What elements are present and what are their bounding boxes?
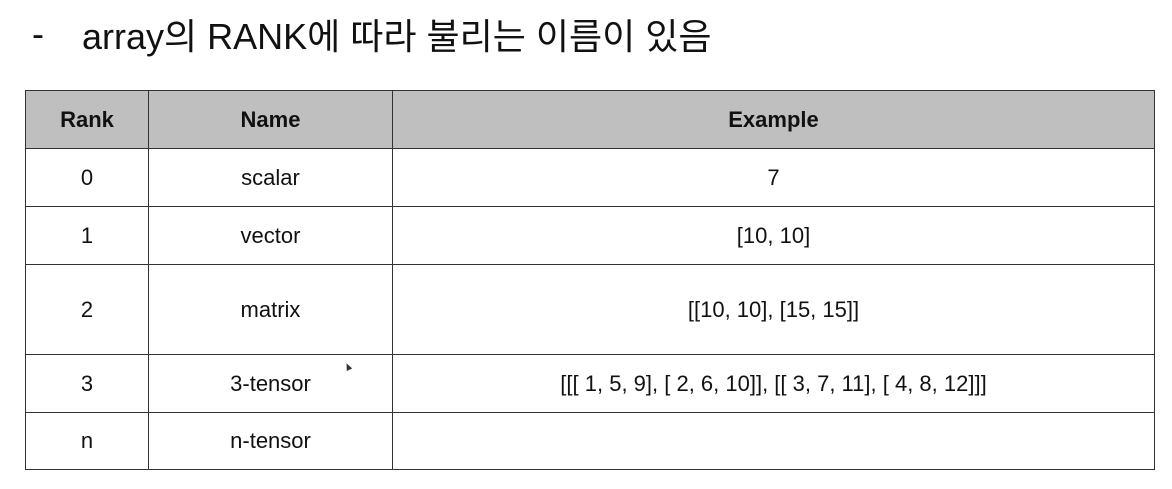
cell-rank: 2: [25, 264, 149, 355]
header-example: Example: [392, 90, 1155, 149]
cell-example: 7: [392, 148, 1155, 207]
cell-example: [10, 10]: [392, 206, 1155, 265]
table-row: 1 vector [10, 10]: [25, 206, 1155, 265]
table-row: 0 scalar 7: [25, 148, 1155, 207]
cell-rank: 1: [25, 206, 149, 265]
cell-rank: 0: [25, 148, 149, 207]
header-name: Name: [148, 90, 393, 149]
cell-example: [[10, 10], [15, 15]]: [392, 264, 1155, 355]
rank-name-table: Rank Name Example 0 scalar 7 1 vector [1…: [25, 90, 1155, 470]
cell-name: scalar: [148, 148, 393, 207]
cell-name: matrix: [148, 264, 393, 355]
table-header-row: Rank Name Example: [25, 90, 1155, 149]
header-rank: Rank: [25, 90, 149, 149]
cell-name: 3-tensor: [148, 354, 393, 413]
cell-example: [392, 412, 1155, 470]
slide-heading: - array의 RANK에 따라 불리는 이름이 있음: [32, 8, 712, 60]
table-row: n n-tensor: [25, 412, 1155, 470]
cell-example: [[[ 1, 5, 9], [ 2, 6, 10]], [[ 3, 7, 11]…: [392, 354, 1155, 413]
table-row: 3 3-tensor [[[ 1, 5, 9], [ 2, 6, 10]], […: [25, 354, 1155, 413]
bullet-dash: -: [32, 13, 44, 54]
table-row: 2 matrix [[10, 10], [15, 15]]: [25, 264, 1155, 355]
heading-text: array의 RANK에 따라 불리는 이름이 있음: [82, 16, 712, 57]
cell-name: vector: [148, 206, 393, 265]
cell-rank: n: [25, 412, 149, 470]
cell-name: n-tensor: [148, 412, 393, 470]
cell-rank: 3: [25, 354, 149, 413]
